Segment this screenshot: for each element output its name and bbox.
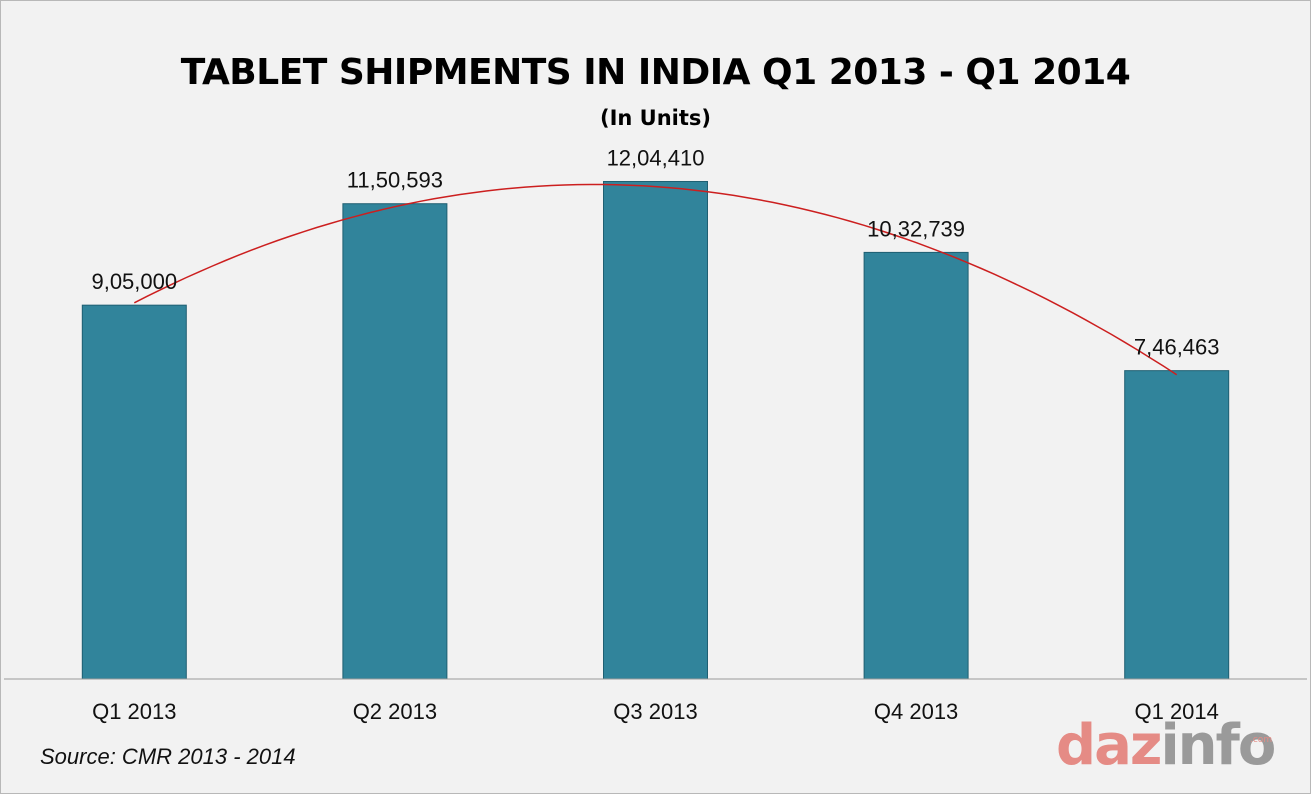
bar-q1-2013: [81, 304, 187, 680]
bar-q2-2013: [342, 203, 448, 680]
bar-q3-2013: [603, 180, 708, 680]
bar-q1-2014: [1124, 370, 1230, 680]
x-tick-label: Q2 2013: [353, 699, 437, 724]
value-label: 7,46,463: [1134, 335, 1220, 360]
logo-suffix: .com: [1250, 735, 1273, 745]
value-label: 12,04,410: [607, 145, 705, 170]
x-tick-label: Q3 2013: [613, 699, 697, 724]
chart-title: TABLET SHIPMENTS IN INDIA Q1 2013 - Q1 2…: [180, 52, 1131, 93]
value-label: 10,32,739: [867, 216, 965, 241]
value-label: 11,50,593: [347, 168, 443, 193]
source-note: Source: CMR 2013 - 2014: [40, 744, 296, 769]
bar-q4-2013: [863, 251, 969, 680]
chart-subtitle: (In Units): [599, 106, 711, 130]
value-label: 9,05,000: [91, 269, 177, 294]
dazeinfo-logo: dazinfo: [1056, 718, 1276, 774]
x-tick-label: Q4 2013: [874, 699, 958, 724]
trendline: [133, 183, 1178, 376]
logo-text-part2: info: [1160, 713, 1276, 778]
x-tick-label: Q1 2014: [1134, 699, 1218, 724]
logo-text-part1: daz: [1056, 713, 1162, 778]
x-tick-label: Q1 2013: [92, 699, 176, 724]
